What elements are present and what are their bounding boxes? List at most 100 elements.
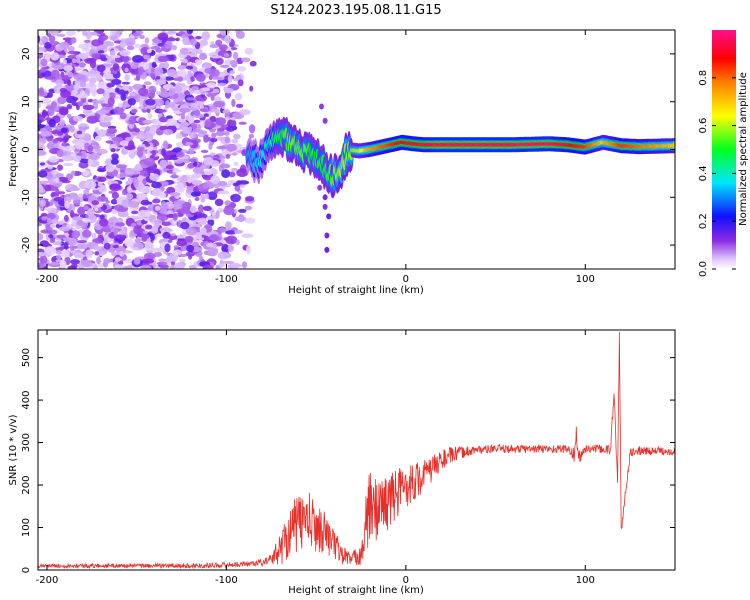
- spectrogram-cell: [187, 70, 192, 75]
- spectrogram-cell: [38, 146, 43, 155]
- spectrogram-cell: [244, 205, 253, 211]
- spectrogram-cell: [217, 181, 228, 186]
- spectrogram-cell: [147, 145, 154, 152]
- spectrogram-cell: [161, 221, 172, 227]
- spectrogram-cell: [109, 34, 116, 41]
- spectrogram-cell: [76, 30, 81, 33]
- spectrogram-cell: [237, 79, 244, 87]
- spectrogram-cell: [92, 237, 104, 244]
- spectrogram-cell: [124, 167, 135, 175]
- spectrogram-cell: [55, 46, 64, 52]
- spectrogram-cell: [122, 265, 133, 269]
- spectrogram-cell: [134, 93, 141, 103]
- spectrogram-cell: [91, 232, 97, 240]
- spectrogram-cell: [140, 264, 152, 269]
- spectrogram-cell: [62, 136, 68, 144]
- spectrogram-cell: [238, 121, 247, 125]
- spectrogram-cell: [38, 133, 42, 140]
- spectrogram-cell: [204, 67, 212, 74]
- spectrogram-cell: [58, 220, 64, 225]
- spectrogram-cell: [117, 219, 123, 223]
- spectrogram-x-label: Height of straight line (km): [288, 285, 424, 296]
- spectrogram-cell: [197, 217, 208, 225]
- spectrogram-cell: [103, 116, 114, 121]
- spectrogram-cell: [38, 262, 45, 269]
- spectrogram-cell: [137, 149, 144, 158]
- spectrogram-cell: [56, 149, 64, 158]
- spectrogram-cell: [229, 60, 238, 66]
- spectrogram-cell: [188, 116, 195, 124]
- spectrogram-cell: [162, 61, 170, 69]
- spectrogram-cell: [132, 55, 144, 63]
- spectrogram-cell: [131, 109, 138, 113]
- spectrogram-cell: [165, 100, 170, 109]
- spectrogram-cell: [225, 235, 238, 245]
- spectrogram-cell: [145, 133, 154, 142]
- spectrogram-cell: [115, 222, 125, 227]
- spectrogram-cell: [65, 95, 78, 104]
- spectrogram-cell: [246, 245, 251, 255]
- spectrogram-cell: [56, 33, 66, 37]
- spectrogram-cell: [158, 116, 168, 123]
- spectrogram-cell: [39, 162, 46, 166]
- spectrogram-cell: [239, 109, 251, 116]
- spectrogram-cell: [138, 106, 145, 110]
- spectrogram-cell: [195, 231, 203, 236]
- spectrogram-cell: [173, 110, 182, 115]
- colorbar-tick-label: 0.0: [698, 261, 709, 277]
- spectrogram-cell: [217, 82, 227, 87]
- spectrogram-cell: [199, 255, 204, 261]
- spectrogram-cell: [217, 251, 229, 260]
- spectrogram-cell: [180, 113, 186, 120]
- spectrogram-cell: [240, 57, 251, 63]
- spectrogram-cell: [234, 92, 243, 101]
- colorbar-gradient: [712, 30, 736, 269]
- spectrogram-cell: [88, 154, 100, 160]
- spectrogram-cell: [219, 30, 230, 36]
- spectrogram-cell: [172, 213, 178, 221]
- spectrogram-cell: [55, 177, 60, 184]
- spectrogram-cell: [57, 176, 69, 182]
- spectrogram-cell: [179, 184, 185, 193]
- spectrogram-cell: [179, 253, 187, 258]
- spectrogram-cell: [196, 49, 203, 54]
- spectrogram-cell: [177, 76, 183, 82]
- spectrogram-cell: [187, 178, 193, 184]
- spectrogram-cell: [248, 124, 256, 134]
- spectrogram-cell: [175, 132, 183, 140]
- spectrogram-cell: [91, 200, 100, 206]
- spectrogram-cell: [96, 100, 104, 104]
- spectrogram-cell: [152, 198, 161, 204]
- spectrogram-cell: [152, 118, 157, 125]
- spectrogram-cell: [103, 103, 114, 108]
- spectrogram-cell: [31, 231, 36, 237]
- spectrogram-cell: [40, 212, 48, 217]
- spectrogram-cell: [30, 261, 38, 270]
- spectrogram-cell: [136, 192, 147, 202]
- spectrogram-cell: [180, 206, 191, 215]
- spectrogram-cell: [143, 106, 148, 110]
- spectrogram-cell: [199, 120, 206, 128]
- spectrogram-cell: [171, 45, 177, 51]
- spectrogram-cell: [103, 242, 111, 250]
- y-tick-label: 300: [21, 433, 32, 452]
- spectrogram-cell: [122, 52, 128, 57]
- spectrogram-cell: [49, 41, 60, 45]
- spectrogram-cell: [194, 100, 205, 107]
- spectrogram-cell: [168, 87, 175, 96]
- spectrogram-cell: [172, 99, 180, 103]
- spectrogram-cell: [67, 265, 77, 269]
- spectrogram-cell: [219, 64, 230, 68]
- spectrogram-cell: [211, 109, 220, 113]
- spectrogram-cell: [162, 140, 169, 149]
- spectrogram-cell: [82, 31, 88, 36]
- spectrogram-cell: [52, 138, 58, 144]
- spectrogram-cell: [68, 237, 77, 246]
- spectrogram-cell: [58, 246, 66, 250]
- spectrogram-cell: [235, 239, 240, 245]
- spectrogram-cell: [97, 181, 103, 187]
- spectrogram-cell: [191, 48, 198, 55]
- spectrogram-cell: [154, 205, 161, 211]
- spectrogram-cell: [56, 173, 64, 178]
- colorbar-tick-label: 0.4: [698, 165, 709, 181]
